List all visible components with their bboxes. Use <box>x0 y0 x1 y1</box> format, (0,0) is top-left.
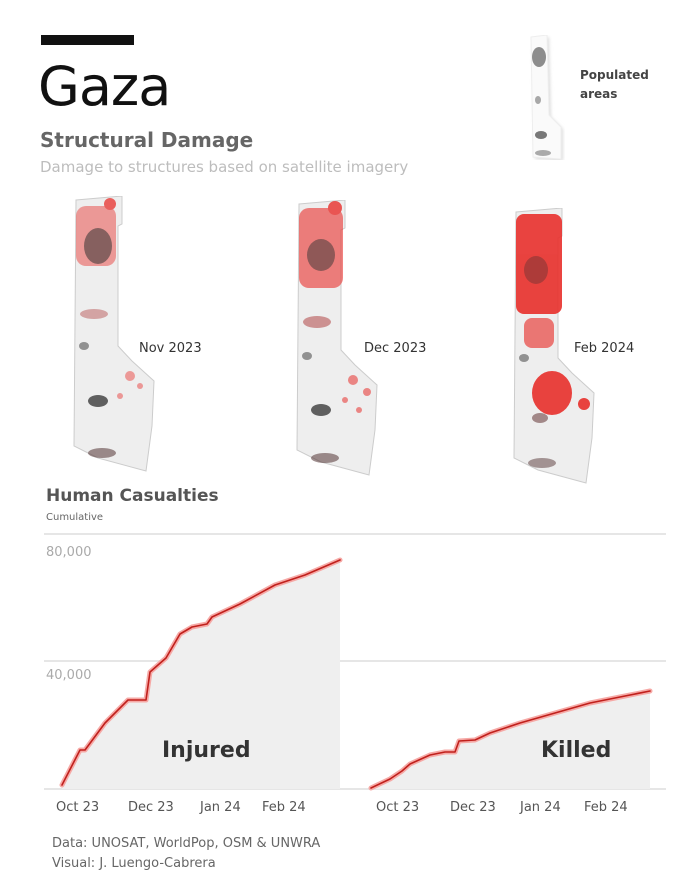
injured-area <box>62 560 340 789</box>
damage-map-dec-2023 <box>293 199 383 480</box>
killed-line-core <box>370 690 651 789</box>
populated-areas-map-icon <box>527 34 565 161</box>
map-label-feb-2024: Feb 2024 <box>574 341 635 356</box>
x-tick-jan-24-killed: Jan 24 <box>520 800 561 815</box>
casualties-subtitle: Cumulative <box>46 512 104 523</box>
section-subtitle: Structural Damage <box>40 128 254 152</box>
killed-area <box>371 691 650 789</box>
injured-line-core <box>61 559 341 786</box>
credits: Data: UNOSAT, WorldPop, OSM & UNWRA Visu… <box>52 834 320 874</box>
injured-label: Injured <box>162 738 251 763</box>
x-tick-oct-23-killed: Oct 23 <box>376 800 420 815</box>
damage-map-feb-2024 <box>510 207 600 488</box>
visual-credit: Visual: J. Luengo-Cabrera <box>52 856 216 871</box>
section-description: Damage to structures based on satellite … <box>40 158 409 176</box>
killed-label: Killed <box>541 738 612 763</box>
x-tick-dec-23-killed: Dec 23 <box>450 800 496 815</box>
y-tick-80000: 80,000 <box>46 545 92 560</box>
legend-label: Populated areas <box>580 68 649 101</box>
casualties-title: Human Casualties <box>46 486 219 506</box>
x-tick-oct-23: Oct 23 <box>56 800 100 815</box>
x-tick-feb-24-killed: Feb 24 <box>584 800 628 815</box>
casualties-chart <box>44 533 666 791</box>
y-tick-40000: 40,000 <box>46 668 92 683</box>
x-tick-jan-24: Jan 24 <box>200 800 241 815</box>
x-tick-feb-24: Feb 24 <box>262 800 306 815</box>
x-tick-dec-23: Dec 23 <box>128 800 174 815</box>
damage-map-nov-2023 <box>70 195 160 476</box>
map-label-nov-2023: Nov 2023 <box>139 341 202 356</box>
page-title: Gaza <box>38 55 171 118</box>
map-label-dec-2023: Dec 2023 <box>364 341 427 356</box>
title-accent-bar <box>41 35 134 45</box>
data-source: Data: UNOSAT, WorldPop, OSM & UNWRA <box>52 836 321 851</box>
